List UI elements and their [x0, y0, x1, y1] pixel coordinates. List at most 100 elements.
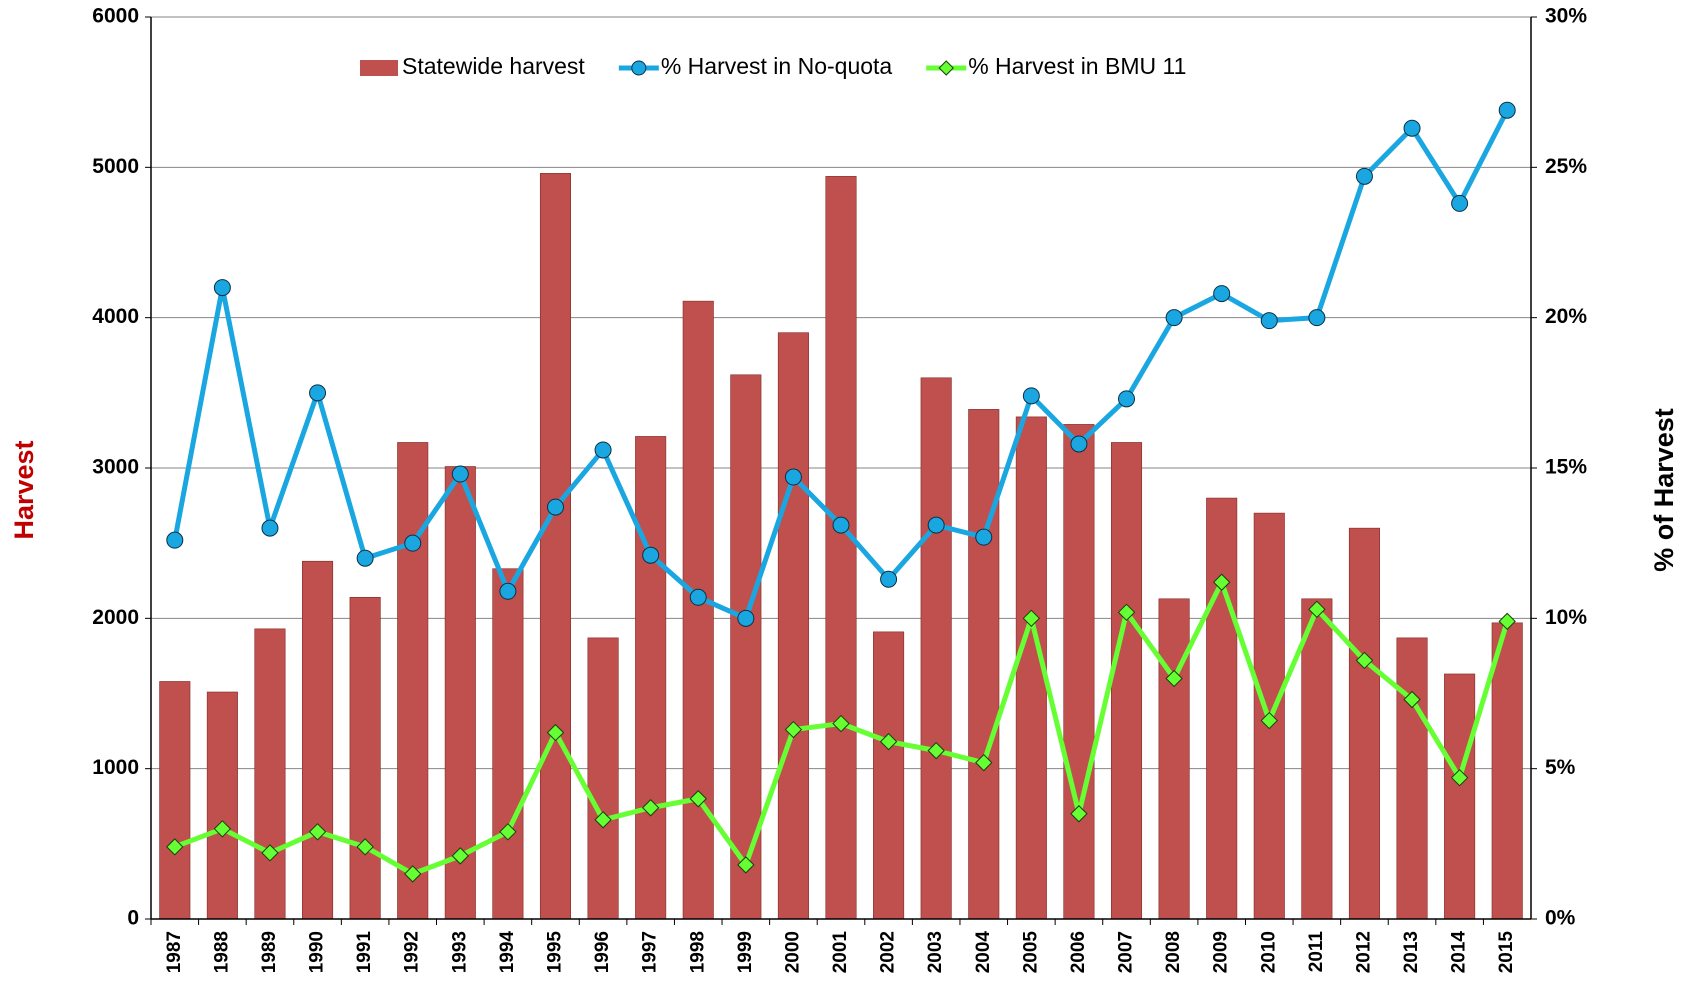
marker	[499, 582, 517, 600]
bar	[968, 409, 1000, 920]
bar	[444, 466, 476, 920]
marker	[451, 847, 470, 865]
x-tick-label: 2013	[1401, 931, 1422, 973]
bar	[1396, 637, 1428, 920]
marker	[1118, 390, 1136, 408]
legend-swatch	[360, 60, 398, 76]
marker	[784, 720, 803, 739]
x-tick-label: 1990	[307, 931, 328, 973]
x-tick-label: 2002	[878, 931, 899, 973]
y2-tick-label: 0%	[1545, 907, 1576, 930]
marker	[404, 534, 422, 552]
marker	[261, 844, 279, 862]
marker	[1403, 119, 1421, 137]
y-tick-label: 1000	[92, 756, 139, 779]
marker	[261, 519, 279, 537]
marker	[356, 838, 374, 856]
x-tick-label: 1995	[544, 931, 565, 974]
marker	[213, 820, 232, 838]
x-tick-label: 1993	[449, 931, 470, 973]
marker	[594, 811, 612, 829]
y-tick-label: 5000	[92, 155, 139, 178]
bar	[159, 681, 191, 920]
marker	[1308, 600, 1326, 619]
marker	[594, 441, 612, 459]
marker	[213, 279, 231, 297]
y2-tick-label: 5%	[1545, 756, 1576, 779]
bar	[682, 300, 714, 920]
y2-tick-label: 15%	[1545, 456, 1587, 479]
marker	[166, 531, 184, 549]
bar	[1110, 442, 1143, 920]
marker	[737, 856, 755, 874]
bar	[1301, 598, 1333, 920]
y-tick-label: 2000	[92, 606, 139, 629]
y2-tick-label: 30%	[1545, 5, 1587, 28]
bar	[302, 560, 334, 920]
marker	[1498, 612, 1516, 631]
bar	[873, 631, 905, 920]
marker	[1355, 167, 1373, 185]
bar	[777, 332, 809, 920]
bar	[635, 436, 667, 920]
x-tick-label: 2006	[1068, 931, 1089, 973]
marker	[880, 570, 898, 588]
marker	[546, 498, 564, 516]
marker	[1022, 609, 1041, 628]
marker	[546, 723, 565, 742]
legend-marker	[938, 60, 954, 76]
marker	[356, 549, 374, 567]
x-tick-label: 2007	[1116, 931, 1137, 973]
bar	[1444, 673, 1476, 920]
marker	[927, 516, 945, 534]
bar	[920, 377, 952, 920]
marker	[832, 516, 850, 534]
marker	[1308, 309, 1326, 327]
bar	[539, 173, 572, 920]
x-tick-label: 1991	[354, 931, 375, 974]
x-tick-label: 1988	[211, 931, 232, 973]
x-tick-label: 2001	[830, 931, 851, 974]
bar	[1348, 527, 1380, 920]
bar	[825, 176, 857, 920]
y-tick-label: 4000	[92, 305, 139, 328]
x-tick-label: 2012	[1353, 931, 1374, 973]
bar	[492, 568, 524, 920]
marker	[1260, 711, 1278, 730]
marker	[927, 741, 945, 760]
x-tick-label: 2005	[1020, 931, 1041, 974]
legend-label: % Harvest in No-quota	[661, 53, 893, 79]
marker	[689, 790, 707, 808]
marker	[737, 609, 755, 627]
marker	[404, 865, 422, 883]
marker	[832, 714, 850, 733]
x-tick-label: 2004	[973, 931, 994, 974]
marker	[1403, 690, 1421, 709]
x-tick-label: 2009	[1211, 931, 1232, 973]
marker	[879, 732, 898, 751]
x-tick-label: 2010	[1258, 931, 1279, 973]
x-tick-label: 2015	[1496, 931, 1517, 974]
marker	[309, 384, 327, 402]
x-tick-label: 2003	[925, 931, 946, 973]
marker	[451, 465, 469, 483]
x-tick-label: 2008	[1163, 931, 1184, 973]
marker	[975, 528, 993, 546]
marker	[1165, 669, 1183, 688]
x-tick-label: 1996	[592, 931, 613, 973]
bar	[349, 596, 381, 920]
marker	[1213, 285, 1231, 303]
bar	[1158, 598, 1190, 920]
x-tick-label: 1994	[497, 931, 518, 974]
x-tick-label: 2014	[1449, 931, 1470, 974]
marker	[1260, 312, 1278, 330]
bar	[730, 374, 762, 920]
y2-tick-label: 20%	[1545, 305, 1587, 328]
marker	[1165, 309, 1183, 327]
x-tick-label: 1997	[640, 931, 661, 973]
bar	[1063, 424, 1095, 920]
x-tick-label: 1989	[259, 931, 280, 973]
marker	[1070, 435, 1088, 453]
y2-tick-label: 25%	[1545, 155, 1587, 178]
